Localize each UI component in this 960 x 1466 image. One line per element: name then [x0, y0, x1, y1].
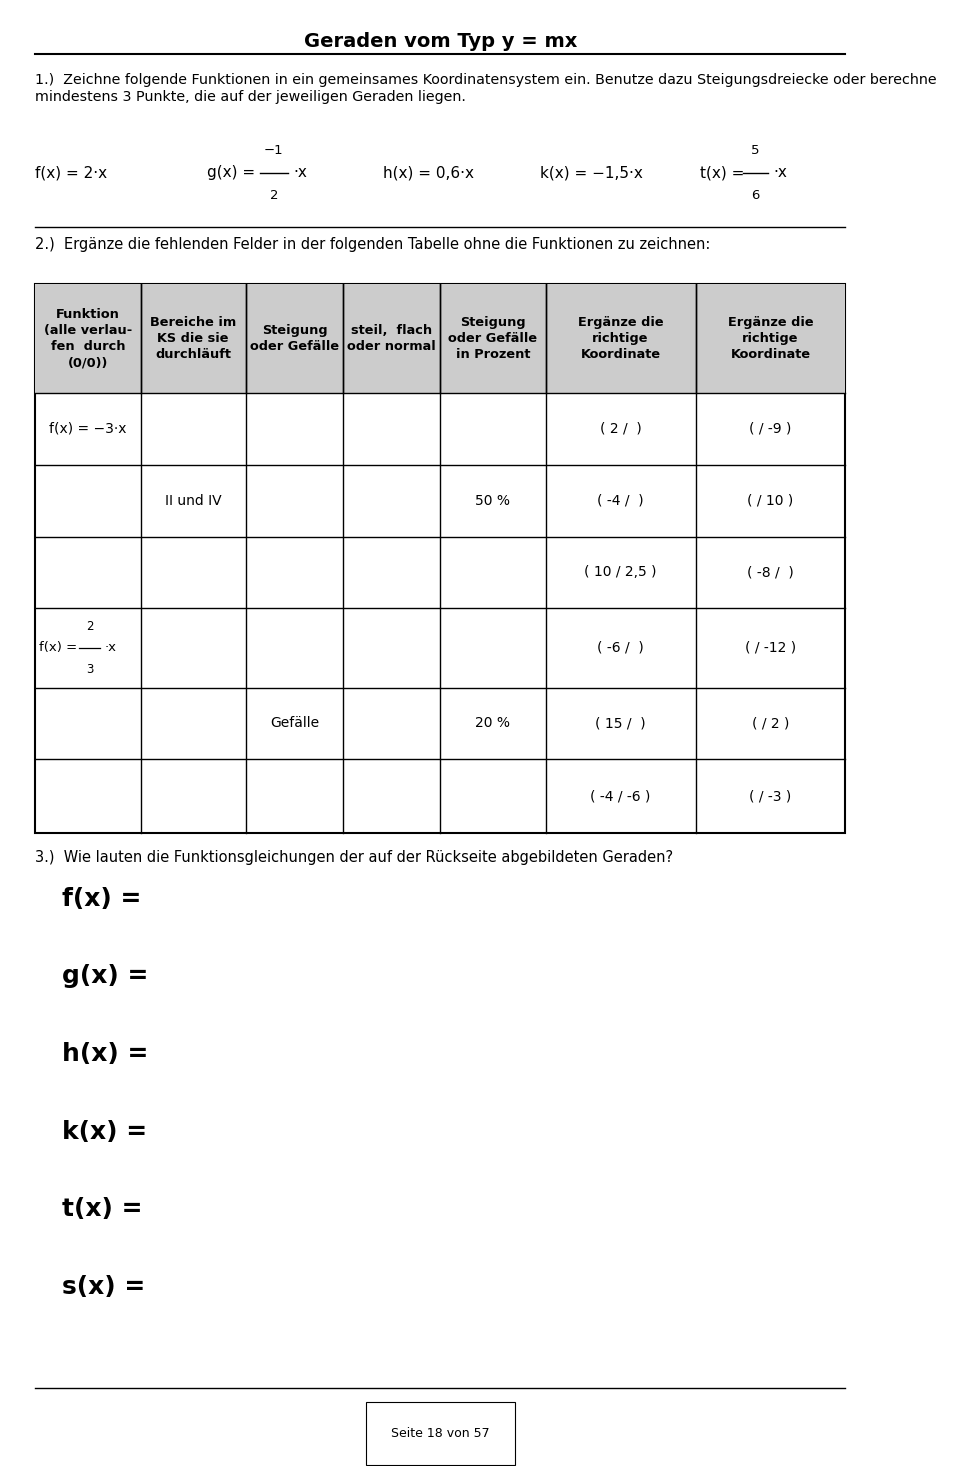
- Text: Steigung
oder Gefälle
in Prozent: Steigung oder Gefälle in Prozent: [448, 317, 538, 361]
- Text: g(x) =: g(x) =: [207, 166, 260, 180]
- Text: ( / -12 ): ( / -12 ): [745, 641, 796, 655]
- Text: g(x) =: g(x) =: [61, 965, 148, 988]
- Text: h(x) =: h(x) =: [61, 1042, 148, 1066]
- Text: 2: 2: [86, 620, 93, 633]
- Text: ( -4 / -6 ): ( -4 / -6 ): [590, 789, 651, 803]
- Text: ( 2 /  ): ( 2 / ): [600, 422, 641, 435]
- Text: ( / 2 ): ( / 2 ): [752, 717, 789, 730]
- Text: ( -8 /  ): ( -8 / ): [747, 566, 794, 579]
- Text: f(x) = −3·x: f(x) = −3·x: [49, 422, 127, 435]
- Text: ·x: ·x: [105, 642, 117, 654]
- Text: ( / -9 ): ( / -9 ): [749, 422, 792, 435]
- Text: II und IV: II und IV: [165, 494, 222, 507]
- Text: t(x) =: t(x) =: [61, 1198, 142, 1221]
- Text: f(x) =: f(x) =: [61, 887, 141, 910]
- Text: 2: 2: [270, 189, 278, 202]
- Text: ( -6 /  ): ( -6 / ): [597, 641, 644, 655]
- Text: k(x) = −1,5·x: k(x) = −1,5·x: [540, 166, 642, 180]
- Text: Ergänze die
richtige
Koordinate: Ergänze die richtige Koordinate: [578, 317, 663, 361]
- Text: ( -4 /  ): ( -4 / ): [597, 494, 644, 507]
- Text: 3: 3: [86, 663, 93, 676]
- Text: Ergänze die
richtige
Koordinate: Ergänze die richtige Koordinate: [728, 317, 813, 361]
- Text: 20 %: 20 %: [475, 717, 511, 730]
- Text: −1: −1: [264, 144, 284, 157]
- Text: Funktion
(alle verlau-
fen  durch
(0/0)): Funktion (alle verlau- fen durch (0/0)): [44, 308, 132, 369]
- Text: t(x) =: t(x) =: [700, 166, 750, 180]
- Text: 6: 6: [752, 189, 759, 202]
- Text: 50 %: 50 %: [475, 494, 511, 507]
- Text: 1.)  Zeichne folgende Funktionen in ein gemeinsames Koordinatensystem ein. Benut: 1.) Zeichne folgende Funktionen in ein g…: [36, 73, 937, 104]
- Bar: [36, 284, 846, 393]
- Text: Gefälle: Gefälle: [270, 717, 319, 730]
- Text: 2.)  Ergänze die fehlenden Felder in der folgenden Tabelle ohne die Funktionen z: 2.) Ergänze die fehlenden Felder in der …: [36, 237, 710, 252]
- Text: ( / 10 ): ( / 10 ): [747, 494, 794, 507]
- Text: 3.)  Wie lauten die Funktionsgleichungen der auf der Rückseite abgebildeten Gera: 3.) Wie lauten die Funktionsgleichungen …: [36, 850, 673, 865]
- Text: steil,  flach
oder normal: steil, flach oder normal: [348, 324, 436, 353]
- Text: f(x) =: f(x) =: [38, 642, 82, 654]
- Text: h(x) = 0,6·x: h(x) = 0,6·x: [383, 166, 474, 180]
- Text: ( / -3 ): ( / -3 ): [750, 789, 792, 803]
- Text: Seite 18 von 57: Seite 18 von 57: [391, 1428, 490, 1440]
- Text: ( 15 /  ): ( 15 / ): [595, 717, 646, 730]
- Text: k(x) =: k(x) =: [61, 1120, 147, 1143]
- Text: Geraden vom Typ y = mx: Geraden vom Typ y = mx: [303, 32, 577, 51]
- Text: Steigung
oder Gefälle: Steigung oder Gefälle: [250, 324, 339, 353]
- Text: s(x) =: s(x) =: [61, 1275, 145, 1299]
- Bar: [36, 284, 846, 833]
- Text: ·x: ·x: [773, 166, 787, 180]
- Text: 5: 5: [752, 144, 759, 157]
- Text: Bereiche im
KS die sie
durchläuft: Bereiche im KS die sie durchläuft: [150, 317, 236, 361]
- Text: ( 10 / 2,5 ): ( 10 / 2,5 ): [585, 566, 657, 579]
- Text: f(x) = 2·x: f(x) = 2·x: [36, 166, 108, 180]
- Text: ·x: ·x: [293, 166, 307, 180]
